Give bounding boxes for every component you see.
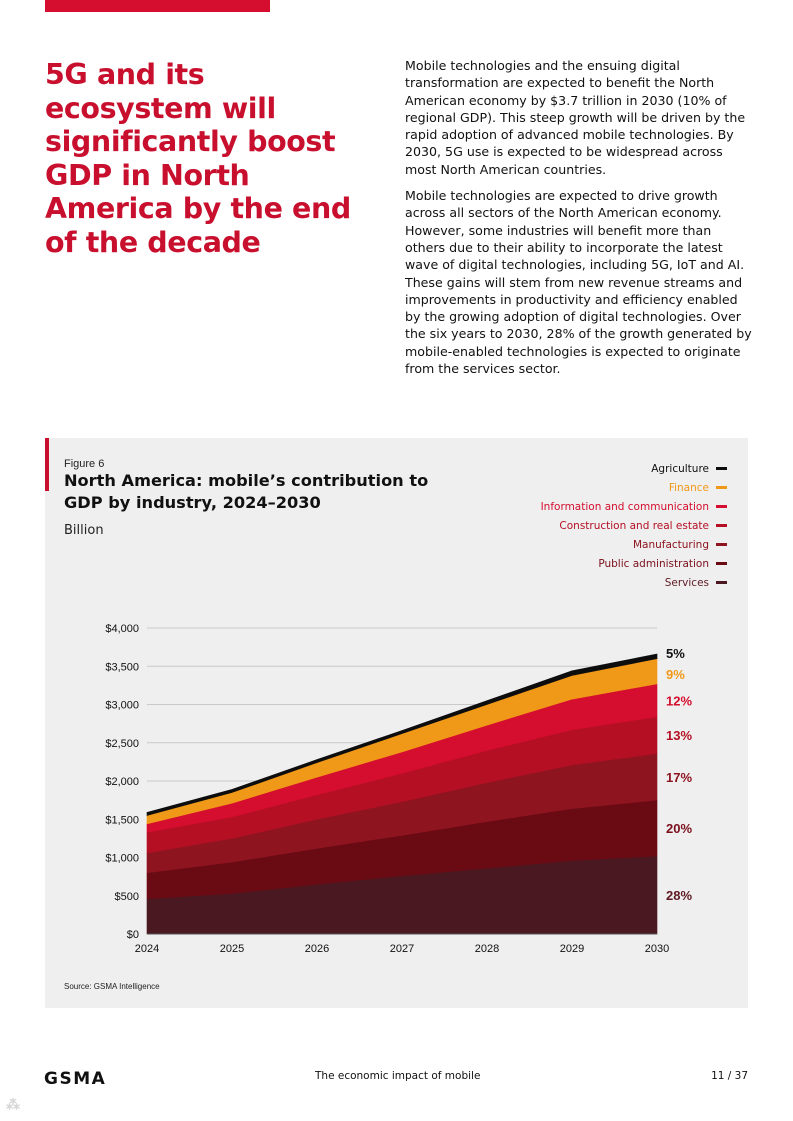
x-tick-label: 2025 <box>220 943 244 955</box>
figure-source: Source: GSMA Intelligence <box>64 982 160 991</box>
legend-swatch <box>716 543 727 546</box>
legend-swatch <box>716 486 727 489</box>
chart-legend: Agriculture Finance Information and commun… <box>541 459 727 592</box>
footer-publication-title: The economic impact of mobile <box>315 1070 481 1082</box>
y-tick-label: $2,500 <box>105 738 139 750</box>
y-tick-label: $3,000 <box>105 700 139 712</box>
figure-label: Figure 6 <box>64 458 105 470</box>
end-label-public-administration: 20% <box>666 821 692 836</box>
end-label-manufacturing: 17% <box>666 770 692 785</box>
legend-label: Agriculture <box>651 462 709 475</box>
watermark-logo: ⁂ <box>6 1096 20 1112</box>
legend-swatch <box>716 524 727 527</box>
legend-swatch <box>716 467 727 470</box>
top-accent-bar <box>45 0 270 12</box>
y-tick-label: $2,000 <box>105 776 139 788</box>
legend-swatch <box>716 562 727 565</box>
y-tick-label: $3,500 <box>105 661 139 673</box>
legend-item-manufacturing: Manufacturing <box>541 535 727 554</box>
area-agriculture <box>146 653 658 816</box>
x-tick-label: 2027 <box>390 943 414 955</box>
legend-label: Finance <box>668 481 709 494</box>
legend-item-services: Services <box>541 573 727 592</box>
end-label-finance: 9% <box>666 667 685 682</box>
legend-label: Information and communication <box>540 500 709 513</box>
legend-item-construction-and-real-estate: Construction and real estate <box>541 516 727 535</box>
body-text: Mobile technologies and the ensuing digi… <box>405 57 753 386</box>
legend-label: Manufacturing <box>632 538 709 551</box>
legend-item-agriculture: Agriculture <box>541 459 727 478</box>
legend-item-information-and-communication: Information and communication <box>541 497 727 516</box>
legend-label: Services <box>664 576 709 589</box>
y-tick-label: $1,500 <box>105 814 139 826</box>
page-headline: 5G and its ecosystem will significantly … <box>45 58 351 259</box>
gsma-logo: GSMA <box>44 1069 107 1089</box>
stacked-area-chart: $0 $500 $1,000 $1,500 $2,000 $2,500 $3,000 $3,5… <box>105 623 692 955</box>
y-tick-label: $500 <box>115 891 139 903</box>
x-tick-label: 2029 <box>560 943 584 955</box>
y-tick-label: $4,000 <box>105 623 139 635</box>
legend-label: Public administration <box>598 557 709 570</box>
legend-label: Construction and real estate <box>559 519 709 532</box>
figure-unit: Billion <box>64 523 104 538</box>
legend-swatch <box>716 505 727 508</box>
legend-item-finance: Finance <box>541 478 727 497</box>
end-label-information-and-communication: 12% <box>666 693 692 708</box>
end-label-agriculture: 5% <box>666 646 685 661</box>
end-label-construction-and-real-estate: 13% <box>666 728 692 743</box>
body-paragraph-1: Mobile technologies and the ensuing digi… <box>405 58 746 177</box>
x-tick-label: 2024 <box>135 943 159 955</box>
legend-swatch <box>716 581 727 584</box>
x-tick-label: 2030 <box>645 943 669 955</box>
legend-item-public-administration: Public administration <box>541 554 727 573</box>
figure-title: North America: mobile’s contribution to … <box>64 471 429 512</box>
figure-accent-bar <box>45 438 49 491</box>
x-tick-label: 2026 <box>305 943 329 955</box>
y-tick-label: $1,000 <box>105 853 139 865</box>
y-tick-label: $0 <box>127 929 139 941</box>
page-number: 11 / 37 <box>711 1070 748 1082</box>
body-paragraph-2: Mobile technologies are expected to driv… <box>405 188 752 377</box>
end-label-services: 28% <box>666 888 692 903</box>
x-tick-label: 2028 <box>475 943 499 955</box>
